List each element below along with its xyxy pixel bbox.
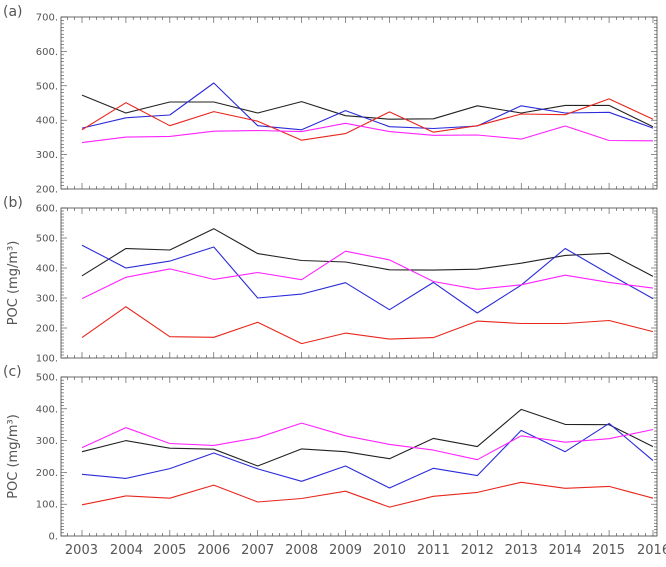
panel-frame (60, 16, 658, 190)
y-tick-label: 200. (36, 468, 58, 479)
y-tick-label: 600. (36, 47, 58, 58)
y-tick-label: 500. (36, 234, 58, 245)
x-tick-label: 2011 (417, 543, 450, 558)
x-tick-label: 2013 (505, 543, 538, 558)
series-line (81, 250, 654, 300)
y-tick-label: 100. (36, 354, 58, 365)
y-tick-label: 200. (36, 324, 58, 335)
y-tick-label: 700. (36, 13, 58, 24)
x-tick-label: 2004 (110, 543, 143, 558)
series-line (81, 122, 654, 144)
y-tick-label: 100. (36, 500, 58, 511)
x-tick-label: 2003 (65, 543, 98, 558)
x-tick-label: 2009 (329, 543, 362, 558)
x-tick-label: 2007 (241, 543, 274, 558)
x-tick-label: 2015 (592, 543, 625, 558)
x-tick-label: 2010 (373, 543, 406, 558)
series-line (81, 228, 654, 277)
y-tick-label: 600. (36, 204, 58, 215)
x-tick-label: 2008 (285, 543, 318, 558)
series-line (81, 481, 654, 508)
y-axis-title: POC (mg/m³) (6, 414, 21, 499)
y-tick-label: 400. (36, 404, 58, 415)
series-line (81, 244, 654, 314)
series-line (81, 422, 654, 461)
panel-label: (c) (3, 364, 22, 380)
x-tick-label: 2005 (153, 543, 186, 558)
y-tick-label: 500. (36, 373, 58, 384)
series-line (81, 422, 654, 489)
x-tick-label: 2014 (549, 543, 582, 558)
panel-frame (60, 376, 658, 537)
series-line (81, 94, 654, 128)
panel-frame (60, 207, 658, 359)
panel-label: (b) (3, 195, 23, 211)
y-tick-label: 500. (36, 81, 58, 92)
y-tick-label: 0. (48, 532, 58, 543)
y-tick-label: 200. (36, 185, 58, 196)
series-line (81, 98, 654, 141)
x-tick-label: 2016 (637, 543, 666, 558)
y-tick-label: 400. (36, 116, 58, 127)
y-axis-title: POC (mg/m³) (6, 241, 21, 326)
series-line (81, 408, 654, 467)
y-tick-label: 300. (36, 150, 58, 161)
y-tick-label: 300. (36, 294, 58, 305)
series-line (81, 82, 654, 131)
panel-label: (a) (3, 4, 23, 20)
series-line (81, 306, 654, 345)
y-tick-label: 300. (36, 436, 58, 447)
y-tick-label: 400. (36, 264, 58, 275)
x-tick-label: 2012 (461, 543, 494, 558)
x-tick-label: 2006 (197, 543, 230, 558)
